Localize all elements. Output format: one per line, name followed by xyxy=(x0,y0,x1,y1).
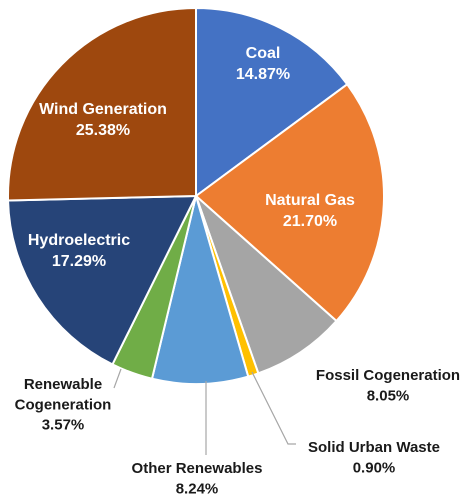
data-label-hydroelectric: Hydroelectric 17.29% xyxy=(28,232,130,270)
slice-other-renewables xyxy=(150,192,250,385)
data-label-solid-urban-waste: Solid Urban Waste 0.90% xyxy=(308,439,440,476)
leader-line-solid-urban-waste xyxy=(251,371,296,445)
slice-coal xyxy=(195,6,349,198)
data-label-fossil-cogeneration: Fossil Cogeneration 8.05% xyxy=(316,367,460,404)
data-label-natural-gas: Natural Gas 21.70% xyxy=(265,192,355,230)
data-label-wind-generation: Wind Generation 25.38% xyxy=(39,101,167,139)
slice-natural-gas xyxy=(194,82,385,323)
slice-wind-generation xyxy=(7,6,197,202)
slice-fossil-cogeneration xyxy=(193,192,338,375)
leader-line-renewable-cogeneration xyxy=(113,368,122,389)
data-label-coal: Coal 14.87% xyxy=(236,45,290,83)
slice-hydroelectric xyxy=(7,194,198,366)
data-label-other-renewables: Other Renewables 8.24% xyxy=(132,460,263,497)
data-label-renewable-cogeneration: Renewable Cogeneration 3.57% xyxy=(15,376,112,434)
